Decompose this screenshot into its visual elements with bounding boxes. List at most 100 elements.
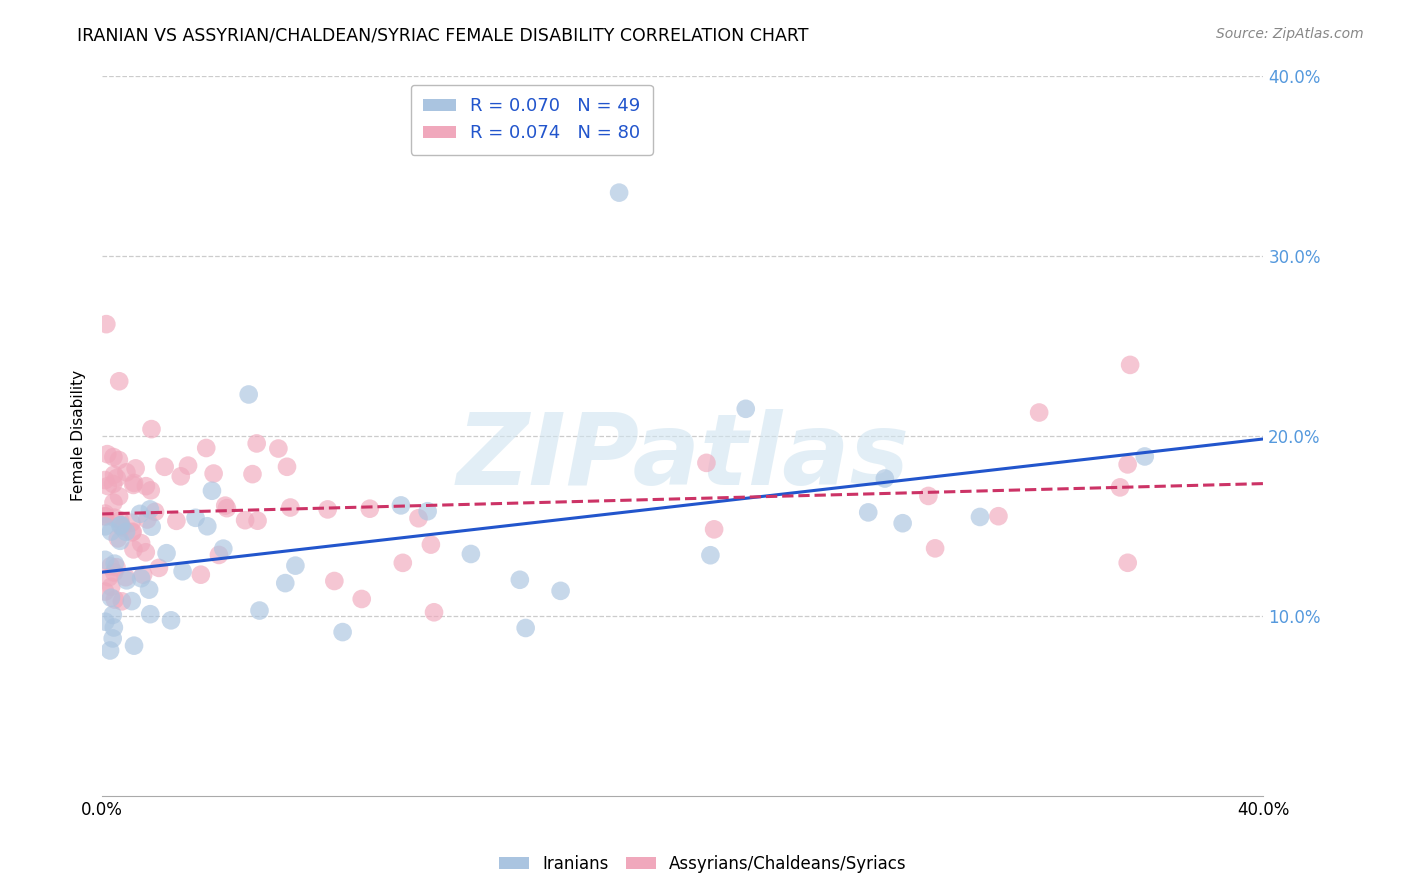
Point	[419, 538, 441, 552]
Point	[103, 566, 125, 580]
Point	[135, 545, 157, 559]
Point	[98, 643, 121, 657]
Point	[214, 499, 236, 513]
Point	[121, 594, 143, 608]
Point	[212, 541, 235, 556]
Point	[858, 505, 880, 519]
Point	[103, 495, 125, 509]
Point	[108, 489, 131, 503]
Point	[160, 613, 183, 627]
Point	[249, 603, 271, 617]
Point	[101, 632, 124, 646]
Point	[94, 509, 117, 524]
Point	[111, 520, 134, 534]
Point	[607, 186, 630, 200]
Point	[115, 574, 138, 588]
Point	[208, 548, 231, 562]
Point	[100, 524, 122, 539]
Point	[267, 442, 290, 456]
Point	[124, 461, 146, 475]
Point	[1133, 450, 1156, 464]
Legend: R = 0.070   N = 49, R = 0.074   N = 80: R = 0.070 N = 49, R = 0.074 N = 80	[411, 85, 652, 155]
Point	[873, 471, 896, 485]
Point	[423, 605, 446, 619]
Point	[246, 436, 269, 450]
Point	[242, 467, 264, 482]
Point	[122, 475, 145, 490]
Point	[170, 469, 193, 483]
Point	[550, 583, 572, 598]
Text: IRANIAN VS ASSYRIAN/CHALDEAN/SYRIAC FEMALE DISABILITY CORRELATION CHART: IRANIAN VS ASSYRIAN/CHALDEAN/SYRIAC FEMA…	[77, 27, 808, 45]
Point	[1116, 458, 1139, 472]
Point	[103, 510, 125, 524]
Point	[350, 592, 373, 607]
Point	[139, 483, 162, 498]
Point	[987, 509, 1010, 524]
Point	[114, 570, 136, 584]
Point	[215, 501, 238, 516]
Point	[103, 467, 125, 482]
Point	[94, 615, 117, 629]
Point	[1109, 480, 1132, 494]
Point	[94, 507, 117, 521]
Point	[284, 558, 307, 573]
Point	[143, 505, 166, 519]
Point	[153, 459, 176, 474]
Point	[332, 625, 354, 640]
Point	[416, 504, 439, 518]
Point	[122, 542, 145, 557]
Point	[94, 473, 117, 487]
Point	[201, 483, 224, 498]
Point	[121, 525, 143, 540]
Point	[108, 513, 131, 527]
Point	[1119, 358, 1142, 372]
Point	[391, 556, 413, 570]
Point	[103, 450, 125, 464]
Point	[101, 477, 124, 491]
Point	[195, 441, 218, 455]
Point	[246, 514, 269, 528]
Legend: Iranians, Assyrians/Chaldeans/Syriacs: Iranians, Assyrians/Chaldeans/Syriacs	[492, 848, 914, 880]
Point	[190, 567, 212, 582]
Text: Source: ZipAtlas.com: Source: ZipAtlas.com	[1216, 27, 1364, 41]
Point	[121, 524, 143, 539]
Point	[202, 467, 225, 481]
Point	[139, 607, 162, 622]
Point	[129, 507, 152, 521]
Point	[132, 567, 155, 582]
Point	[924, 541, 946, 556]
Point	[121, 516, 143, 530]
Point	[917, 489, 939, 503]
Point	[1116, 556, 1139, 570]
Point	[138, 582, 160, 597]
Point	[104, 557, 127, 571]
Point	[110, 518, 132, 533]
Point	[359, 501, 381, 516]
Point	[94, 509, 117, 524]
Point	[323, 574, 346, 588]
Point	[195, 519, 218, 533]
Point	[278, 500, 301, 515]
Point	[104, 592, 127, 607]
Point	[100, 591, 122, 605]
Point	[129, 571, 152, 585]
Point	[184, 511, 207, 525]
Point	[105, 560, 128, 574]
Point	[135, 479, 157, 493]
Point	[515, 621, 537, 635]
Point	[734, 401, 756, 416]
Point	[108, 533, 131, 548]
Point	[274, 576, 297, 591]
Text: ZIPatlas: ZIPatlas	[456, 409, 910, 506]
Point	[233, 513, 256, 527]
Point	[695, 456, 717, 470]
Point	[96, 447, 118, 461]
Point	[100, 580, 122, 594]
Point	[103, 620, 125, 634]
Point	[165, 514, 187, 528]
Point	[122, 478, 145, 492]
Point	[238, 387, 260, 401]
Point	[108, 374, 131, 388]
Point	[108, 453, 131, 467]
Point	[148, 561, 170, 575]
